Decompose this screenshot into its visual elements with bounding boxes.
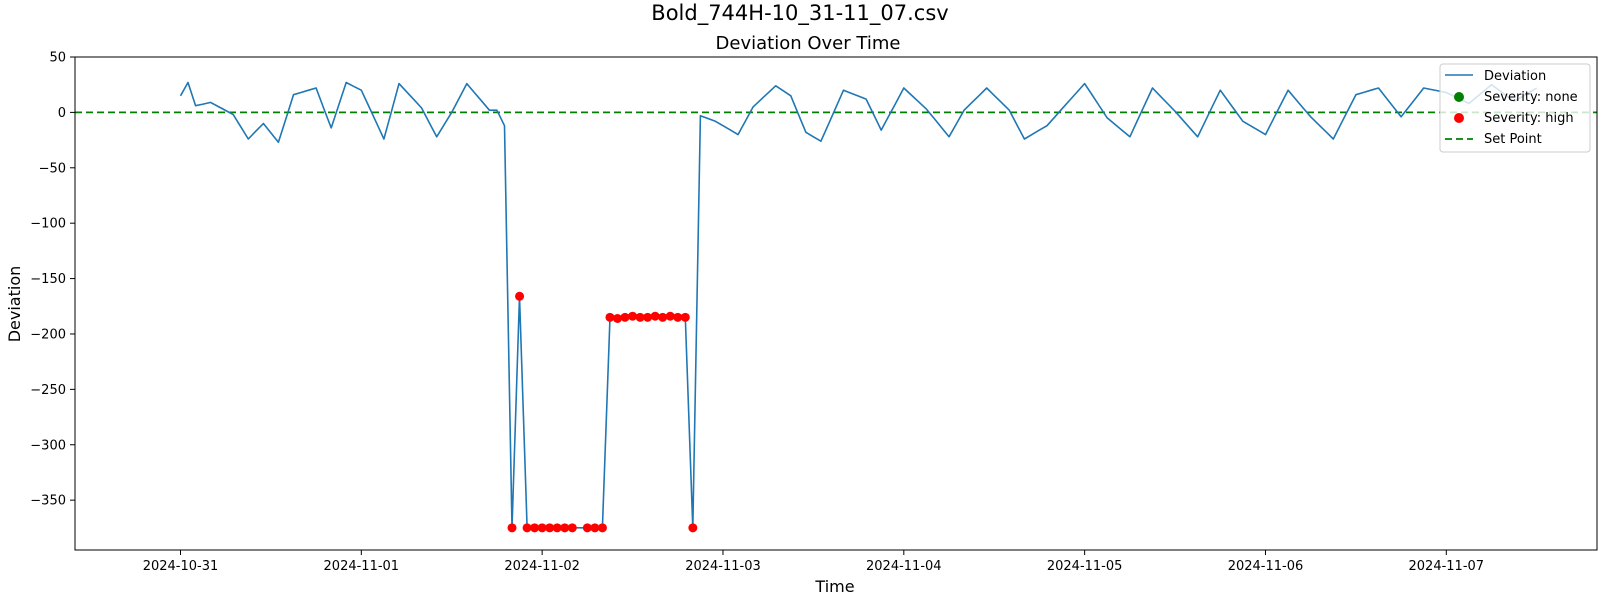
severity-high-point: [552, 523, 562, 533]
x-tick: 2024-11-06: [1228, 550, 1304, 574]
severity-high-point: [643, 312, 653, 322]
legend-severity-none-label: Severity: none: [1484, 90, 1578, 105]
severity-high-point: [650, 311, 660, 321]
legend: Deviation Severity: none Severity: high …: [1439, 63, 1591, 153]
x-tick: 2024-11-03: [685, 550, 761, 574]
severity-high-point: [567, 523, 577, 533]
severity-high-point: [582, 523, 592, 533]
x-tick: 2024-11-07: [1409, 550, 1485, 574]
severity-high-point: [620, 312, 630, 322]
y-tick-label: −100: [30, 217, 66, 232]
severity-high-point: [628, 311, 638, 321]
x-tick-label: 2024-11-07: [1409, 559, 1485, 574]
y-tick-label: −150: [30, 272, 66, 287]
x-tick-label: 2024-11-05: [1047, 559, 1123, 574]
y-tick: −350: [30, 494, 75, 509]
severity-high-point: [688, 523, 698, 533]
y-tick: −200: [30, 327, 75, 342]
y-tick: −50: [39, 161, 75, 176]
y-tick: −150: [30, 272, 75, 287]
legend-severity-none-swatch: [1454, 92, 1464, 102]
x-tick-label: 2024-11-04: [866, 559, 942, 574]
x-tick-label: 2024-10-31: [143, 559, 219, 574]
y-tick-label: 50: [49, 51, 66, 66]
severity-high-point: [680, 312, 690, 322]
severity-high-point: [635, 312, 645, 322]
x-tick-label: 2024-11-02: [504, 559, 580, 574]
severity-high-point: [507, 523, 517, 533]
y-tick: −300: [30, 438, 75, 453]
x-tick: 2024-11-01: [324, 550, 400, 574]
x-tick: 2024-11-05: [1047, 550, 1123, 574]
x-tick-label: 2024-11-01: [324, 559, 400, 574]
y-tick-label: −50: [39, 161, 66, 176]
severity-high-point: [665, 311, 675, 321]
y-axis-label: Deviation: [5, 266, 24, 343]
severity-high-point: [658, 312, 668, 322]
severity-high-point: [545, 523, 555, 533]
severity-high-points: [507, 291, 698, 533]
severity-high-point: [612, 313, 622, 323]
severity-high-point: [537, 523, 547, 533]
x-tick: 2024-10-31: [143, 550, 219, 574]
severity-high-point: [530, 523, 540, 533]
severity-high-point: [522, 523, 532, 533]
plot-area-frame: [74, 56, 1598, 551]
severity-high-point: [560, 523, 570, 533]
severity-high-point: [515, 291, 525, 301]
x-tick: 2024-11-04: [866, 550, 942, 574]
x-tick-label: 2024-11-06: [1228, 559, 1304, 574]
y-tick-label: −250: [30, 383, 66, 398]
x-tick-label: 2024-11-03: [685, 559, 761, 574]
legend-deviation-label: Deviation: [1484, 69, 1546, 84]
legend-severity-high-swatch: [1454, 113, 1464, 123]
severity-high-point: [605, 312, 615, 322]
x-axis-ticks: 2024-10-31 2024-11-01 2024-11-02 2024-11-03…: [143, 550, 1484, 574]
y-tick-label: 0: [58, 106, 66, 121]
y-axis-ticks: 50 0 −50 −100 −150 −200 −250 −300 −350: [30, 51, 75, 509]
severity-high-point: [590, 523, 600, 533]
y-tick-label: −200: [30, 327, 66, 342]
x-axis-label: Time: [814, 577, 854, 596]
y-tick-label: −300: [30, 438, 66, 453]
y-tick: 0: [58, 106, 75, 121]
legend-severity-high-label: Severity: high: [1484, 111, 1574, 126]
severity-high-point: [597, 523, 607, 533]
figure-title: Bold_744H-10_31-11_07.csv: [651, 1, 948, 26]
y-tick: 50: [49, 51, 75, 66]
severity-high-point: [673, 312, 683, 322]
x-tick: 2024-11-02: [504, 550, 580, 574]
y-tick-label: −350: [30, 494, 66, 509]
legend-box: [1439, 63, 1591, 153]
legend-set-point-label: Set Point: [1484, 132, 1542, 147]
deviation-series-line: [179, 81, 1538, 529]
y-tick: −250: [30, 383, 75, 398]
y-tick: −100: [30, 217, 75, 232]
chart-title: Deviation Over Time: [716, 33, 901, 54]
